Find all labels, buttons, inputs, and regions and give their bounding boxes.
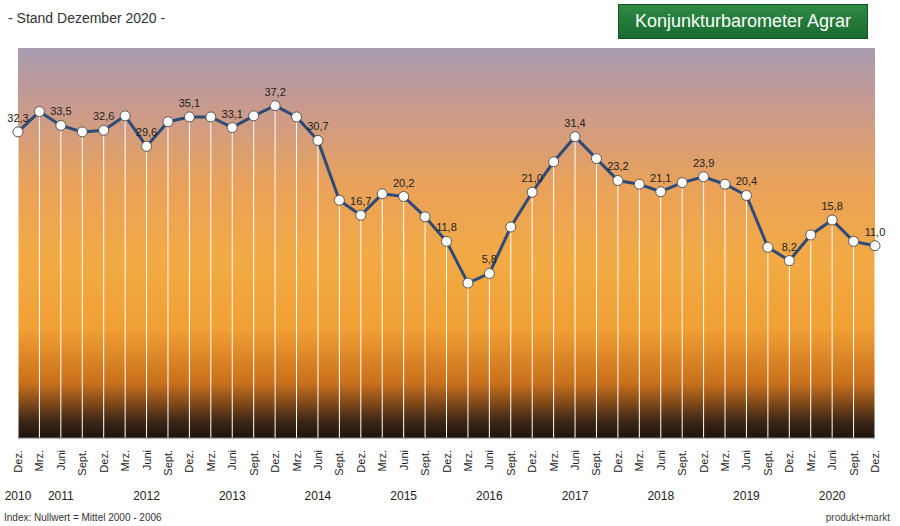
svg-text:2018: 2018 (647, 489, 674, 503)
svg-text:2012: 2012 (133, 489, 160, 503)
svg-text:Mrz.: Mrz. (548, 450, 560, 471)
svg-text:35,1: 35,1 (179, 97, 200, 109)
svg-text:2010: 2010 (5, 489, 32, 503)
svg-text:Mrz.: Mrz. (205, 450, 217, 471)
svg-text:20,2: 20,2 (393, 177, 414, 189)
svg-text:Mrz.: Mrz. (633, 450, 645, 471)
svg-text:8,2: 8,2 (782, 241, 797, 253)
svg-text:Mrz.: Mrz. (805, 450, 817, 471)
svg-text:Dez.: Dez. (269, 450, 281, 473)
svg-text:Juni: Juni (826, 450, 838, 470)
svg-text:Sept.: Sept. (848, 450, 860, 476)
svg-text:23,9: 23,9 (693, 157, 714, 169)
svg-text:Mrz.: Mrz. (291, 450, 303, 471)
svg-text:2014: 2014 (305, 489, 332, 503)
svg-text:Juni: Juni (226, 450, 238, 470)
svg-text:33,1: 33,1 (222, 108, 243, 120)
svg-text:37,2: 37,2 (264, 86, 285, 98)
svg-text:Sept.: Sept. (419, 450, 431, 476)
svg-text:5,8: 5,8 (482, 253, 497, 265)
svg-text:2011: 2011 (48, 489, 74, 503)
svg-text:32,6: 32,6 (93, 110, 114, 122)
svg-text:Sept.: Sept. (676, 450, 688, 476)
svg-text:33,5: 33,5 (50, 105, 71, 117)
svg-text:Juni: Juni (655, 450, 667, 470)
svg-text:32,3: 32,3 (7, 112, 28, 124)
svg-text:31,4: 31,4 (564, 117, 585, 129)
svg-text:2016: 2016 (476, 489, 503, 503)
svg-text:2020: 2020 (819, 489, 846, 503)
svg-text:Sept.: Sept. (590, 450, 602, 476)
html-text:produkt+markt: produkt+markt (825, 512, 890, 523)
html-text:- Stand Dezember 2020 -: - Stand Dezember 2020 - (8, 10, 166, 26)
html-text:Index: Nullwert = Mittel 2000: Index: Nullwert = Mittel 2000 - 2006 (4, 512, 162, 523)
svg-text:Dez.: Dez. (355, 450, 367, 473)
svg-text:Sept.: Sept. (505, 450, 517, 476)
svg-text:21,0: 21,0 (521, 172, 542, 184)
svg-text:16,7: 16,7 (350, 195, 371, 207)
svg-text:Dez.: Dez. (183, 450, 195, 473)
svg-text:15,8: 15,8 (821, 200, 842, 212)
svg-text:Mrz.: Mrz. (33, 450, 45, 471)
svg-text:Dez.: Dez. (441, 450, 453, 473)
svg-text:Juni: Juni (740, 450, 752, 470)
svg-text:Dez.: Dez. (869, 450, 881, 473)
svg-text:Juni: Juni (483, 450, 495, 470)
svg-text:Mrz.: Mrz. (376, 450, 388, 471)
svg-text:11,0: 11,0 (865, 226, 886, 238)
svg-text:Sept.: Sept. (333, 450, 345, 476)
svg-text:23,2: 23,2 (607, 160, 628, 172)
svg-text:29,6: 29,6 (136, 126, 157, 138)
svg-text:30,7: 30,7 (307, 120, 328, 132)
svg-text:2017: 2017 (562, 489, 589, 503)
svg-text:21,1: 21,1 (650, 172, 671, 184)
html-text:Konjunkturbarometer Agrar: Konjunkturbarometer Agrar (634, 11, 851, 31)
svg-text:Dez.: Dez. (612, 450, 624, 473)
svg-text:Juni: Juni (141, 450, 153, 470)
svg-text:Sept.: Sept. (162, 450, 174, 476)
svg-text:Juni: Juni (569, 450, 581, 470)
svg-text:Dez.: Dez. (98, 450, 110, 473)
svg-text:Mrz.: Mrz. (719, 450, 731, 471)
svg-text:2019: 2019 (733, 489, 760, 503)
svg-text:20,4: 20,4 (736, 175, 757, 187)
svg-text:Mrz.: Mrz. (462, 450, 474, 471)
svg-text:Juni: Juni (55, 450, 67, 470)
svg-text:Sept.: Sept. (76, 450, 88, 476)
svg-text:2015: 2015 (390, 489, 417, 503)
svg-text:Dez.: Dez. (526, 450, 538, 473)
svg-text:2013: 2013 (219, 489, 246, 503)
svg-text:Sept.: Sept. (762, 450, 774, 476)
svg-text:Dez.: Dez. (698, 450, 710, 473)
svg-text:Juni: Juni (312, 450, 324, 470)
svg-text:Juni: Juni (398, 450, 410, 470)
svg-text:Dez.: Dez. (783, 450, 795, 473)
svg-text:Dez.: Dez. (12, 450, 24, 473)
svg-text:11,8: 11,8 (436, 221, 457, 233)
svg-text:Sept.: Sept. (248, 450, 260, 476)
svg-text:Mrz.: Mrz. (119, 450, 131, 471)
